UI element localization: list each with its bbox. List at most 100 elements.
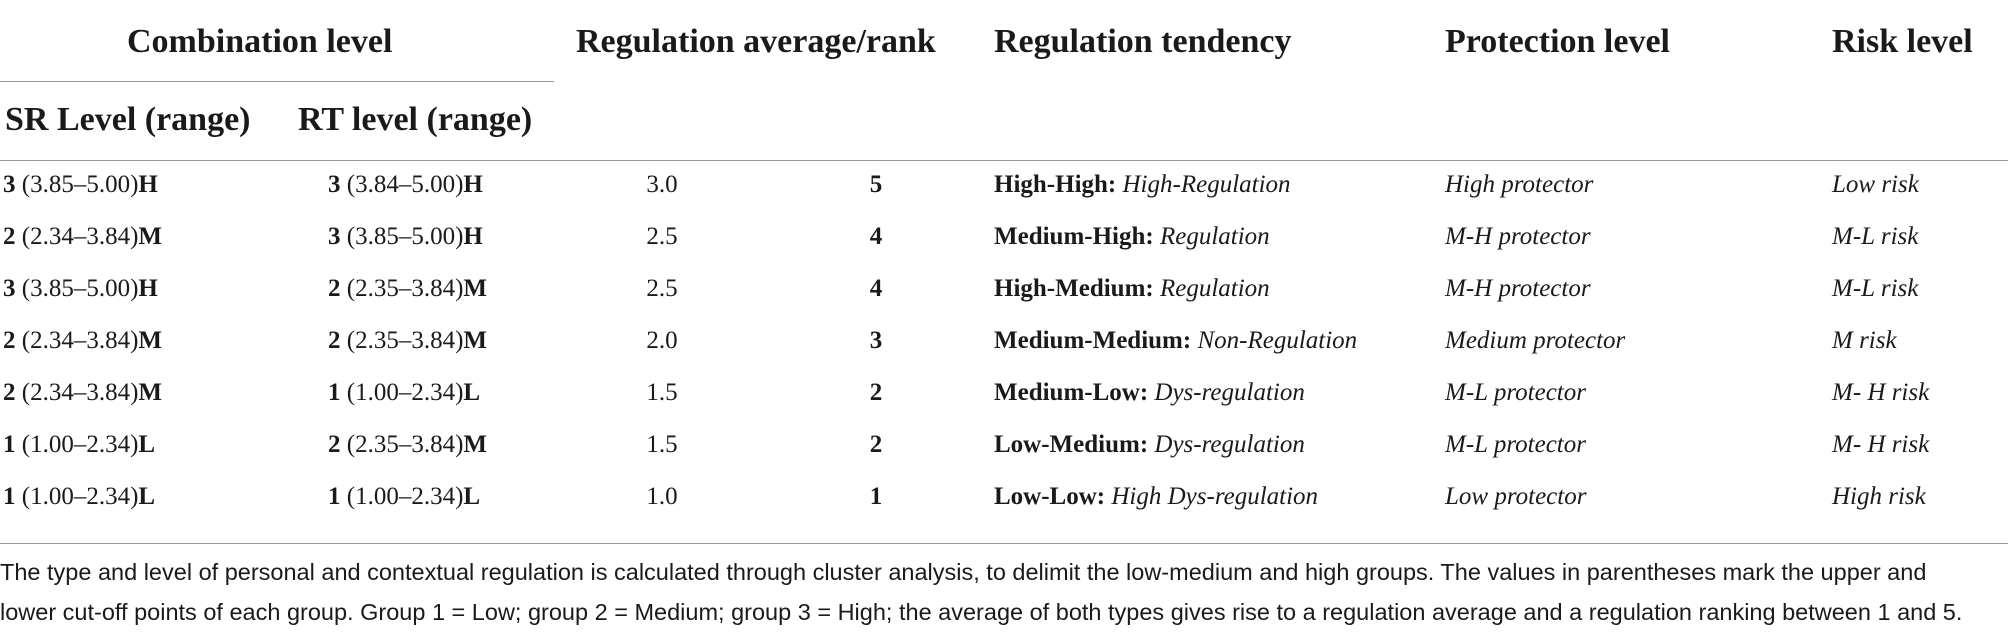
regulation-rank: 5 [869,171,883,198]
protection-level-cell: M-L protector [1445,378,1586,408]
regulation-rank: 3 [869,327,883,354]
protection-level-cell: M-H protector [1445,274,1591,304]
regulation-rank-cell: 2 [826,430,926,460]
regulation-rank-cell: 3 [826,326,926,356]
rt-tag: M [463,275,488,302]
risk-level: M- H risk [1832,379,1930,406]
sr-code: 3 [3,171,16,198]
tendency-description: High-Regulation [1116,171,1291,198]
tendency-label: Low-Medium: [994,431,1149,458]
sr-tag: H [138,275,158,302]
header-protection-level: Protection level [1445,23,1671,60]
rt-code: 2 [328,275,341,302]
sr-range: (2.34–3.84) [15,223,139,250]
protection-level-cell: M-L protector [1445,430,1586,460]
protection-level-cell: Medium protector [1445,326,1625,356]
protection-level: M-L protector [1445,431,1586,458]
header-combination-level: Combination level [127,23,393,60]
regulation-average-cell: 1.5 [612,378,712,408]
tendency-description: Non-Regulation [1191,327,1358,354]
sr-code: 2 [3,327,16,354]
regulation-tendency-cell: Medium-Medium: Non-Regulation [994,326,1357,356]
risk-level: M risk [1832,327,1897,354]
regulation-average-cell: 2.5 [612,274,712,304]
table-bottom-rule [0,543,2008,544]
regulation-rank-cell: 4 [826,222,926,252]
table-footnote: The type and level of personal and conte… [0,552,2004,632]
rt-range: (3.85–5.00) [340,223,464,250]
sr-tag: L [138,483,156,510]
sr-range: (2.34–3.84) [15,327,139,354]
regulation-tendency-cell: Low-Low: High Dys-regulation [994,482,1318,512]
sr-tag: M [138,327,163,354]
header-rt-level: RT level (range) [298,101,533,138]
protection-level: High protector [1445,171,1594,198]
rt-tag: L [463,379,481,406]
rt-tag: M [463,431,488,458]
protection-level: Medium protector [1445,327,1626,354]
footnote-line-2: lower cut-off points of each group. Grou… [0,599,1963,625]
tendency-description: High Dys-regulation [1105,483,1319,510]
regulation-average-cell: 1.5 [612,430,712,460]
risk-level: High risk [1832,483,1926,510]
sr-range: (2.34–3.84) [15,379,139,406]
regulation-rank: 4 [869,223,883,250]
protection-level-cell: Low protector [1445,482,1586,512]
rt-range: (3.84–5.00) [340,171,464,198]
tendency-label: High-Medium: [994,275,1154,302]
protection-level-cell: M-H protector [1445,222,1591,252]
rt-range: (2.35–3.84) [340,275,464,302]
regulation-rank: 1 [869,483,883,510]
tendency-label: Medium-Low: [994,379,1149,406]
footnote-line-1: The type and level of personal and conte… [0,559,1927,585]
sr-level-cell: 3 (3.85–5.00)H [3,274,158,304]
tendency-label: Medium-Medium: [994,327,1192,354]
sr-range: (1.00–2.34) [15,431,139,458]
rt-level-cell: 3 (3.84–5.00)H [328,170,483,200]
rt-range: (2.35–3.84) [340,431,464,458]
regulation-rank-cell: 2 [826,378,926,408]
risk-level: M-L risk [1832,275,1919,302]
protection-level: Low protector [1445,483,1587,510]
risk-level-cell: High risk [1832,482,1926,512]
regulation-tendency-cell: Medium-High: Regulation [994,222,1270,252]
regulation-average-cell: 2.5 [612,222,712,252]
sr-level-cell: 2 (2.34–3.84)M [3,378,162,408]
sr-tag: M [138,223,163,250]
rt-code: 1 [328,379,341,406]
tendency-label: Low-Low: [994,483,1106,510]
risk-level-cell: M- H risk [1832,378,1929,408]
tendency-label: Medium-High: [994,223,1154,250]
rt-code: 3 [328,171,341,198]
sr-tag: L [138,431,156,458]
protection-level: M-H protector [1445,275,1591,302]
rt-code: 2 [328,327,341,354]
rt-level-cell: 1 (1.00–2.34)L [328,378,480,408]
sr-range: (1.00–2.34) [15,483,139,510]
rt-code: 1 [328,483,341,510]
rt-range: (1.00–2.34) [340,483,464,510]
sr-tag: M [138,379,163,406]
tendency-description: Dys-regulation [1148,379,1305,406]
regulation-average: 1.5 [646,431,678,458]
sr-level-cell: 3 (3.85–5.00)H [3,170,158,200]
regulation-tendency-cell: Medium-Low: Dys-regulation [994,378,1305,408]
tendency-label: High-High: [994,171,1117,198]
risk-level: M-L risk [1832,223,1919,250]
combination-level-underline [0,81,554,82]
risk-level: M- H risk [1832,431,1930,458]
regulation-average: 2.5 [646,275,678,302]
regulation-tendency-cell: High-High: High-Regulation [994,170,1291,200]
tendency-description: Regulation [1153,275,1270,302]
risk-level-cell: Low risk [1832,170,1919,200]
sr-level-cell: 1 (1.00–2.34)L [3,482,155,512]
rt-tag: M [463,327,488,354]
regulation-rank-cell: 1 [826,482,926,512]
header-sr-level: SR Level (range) [5,101,251,138]
rt-code: 3 [328,223,341,250]
header-regulation-average-rank: Regulation average/rank [576,23,936,60]
regulation-average: 2.0 [646,327,678,354]
sr-level-cell: 2 (2.34–3.84)M [3,222,162,252]
risk-level: Low risk [1832,171,1919,198]
rt-level-cell: 2 (2.35–3.84)M [328,430,487,460]
